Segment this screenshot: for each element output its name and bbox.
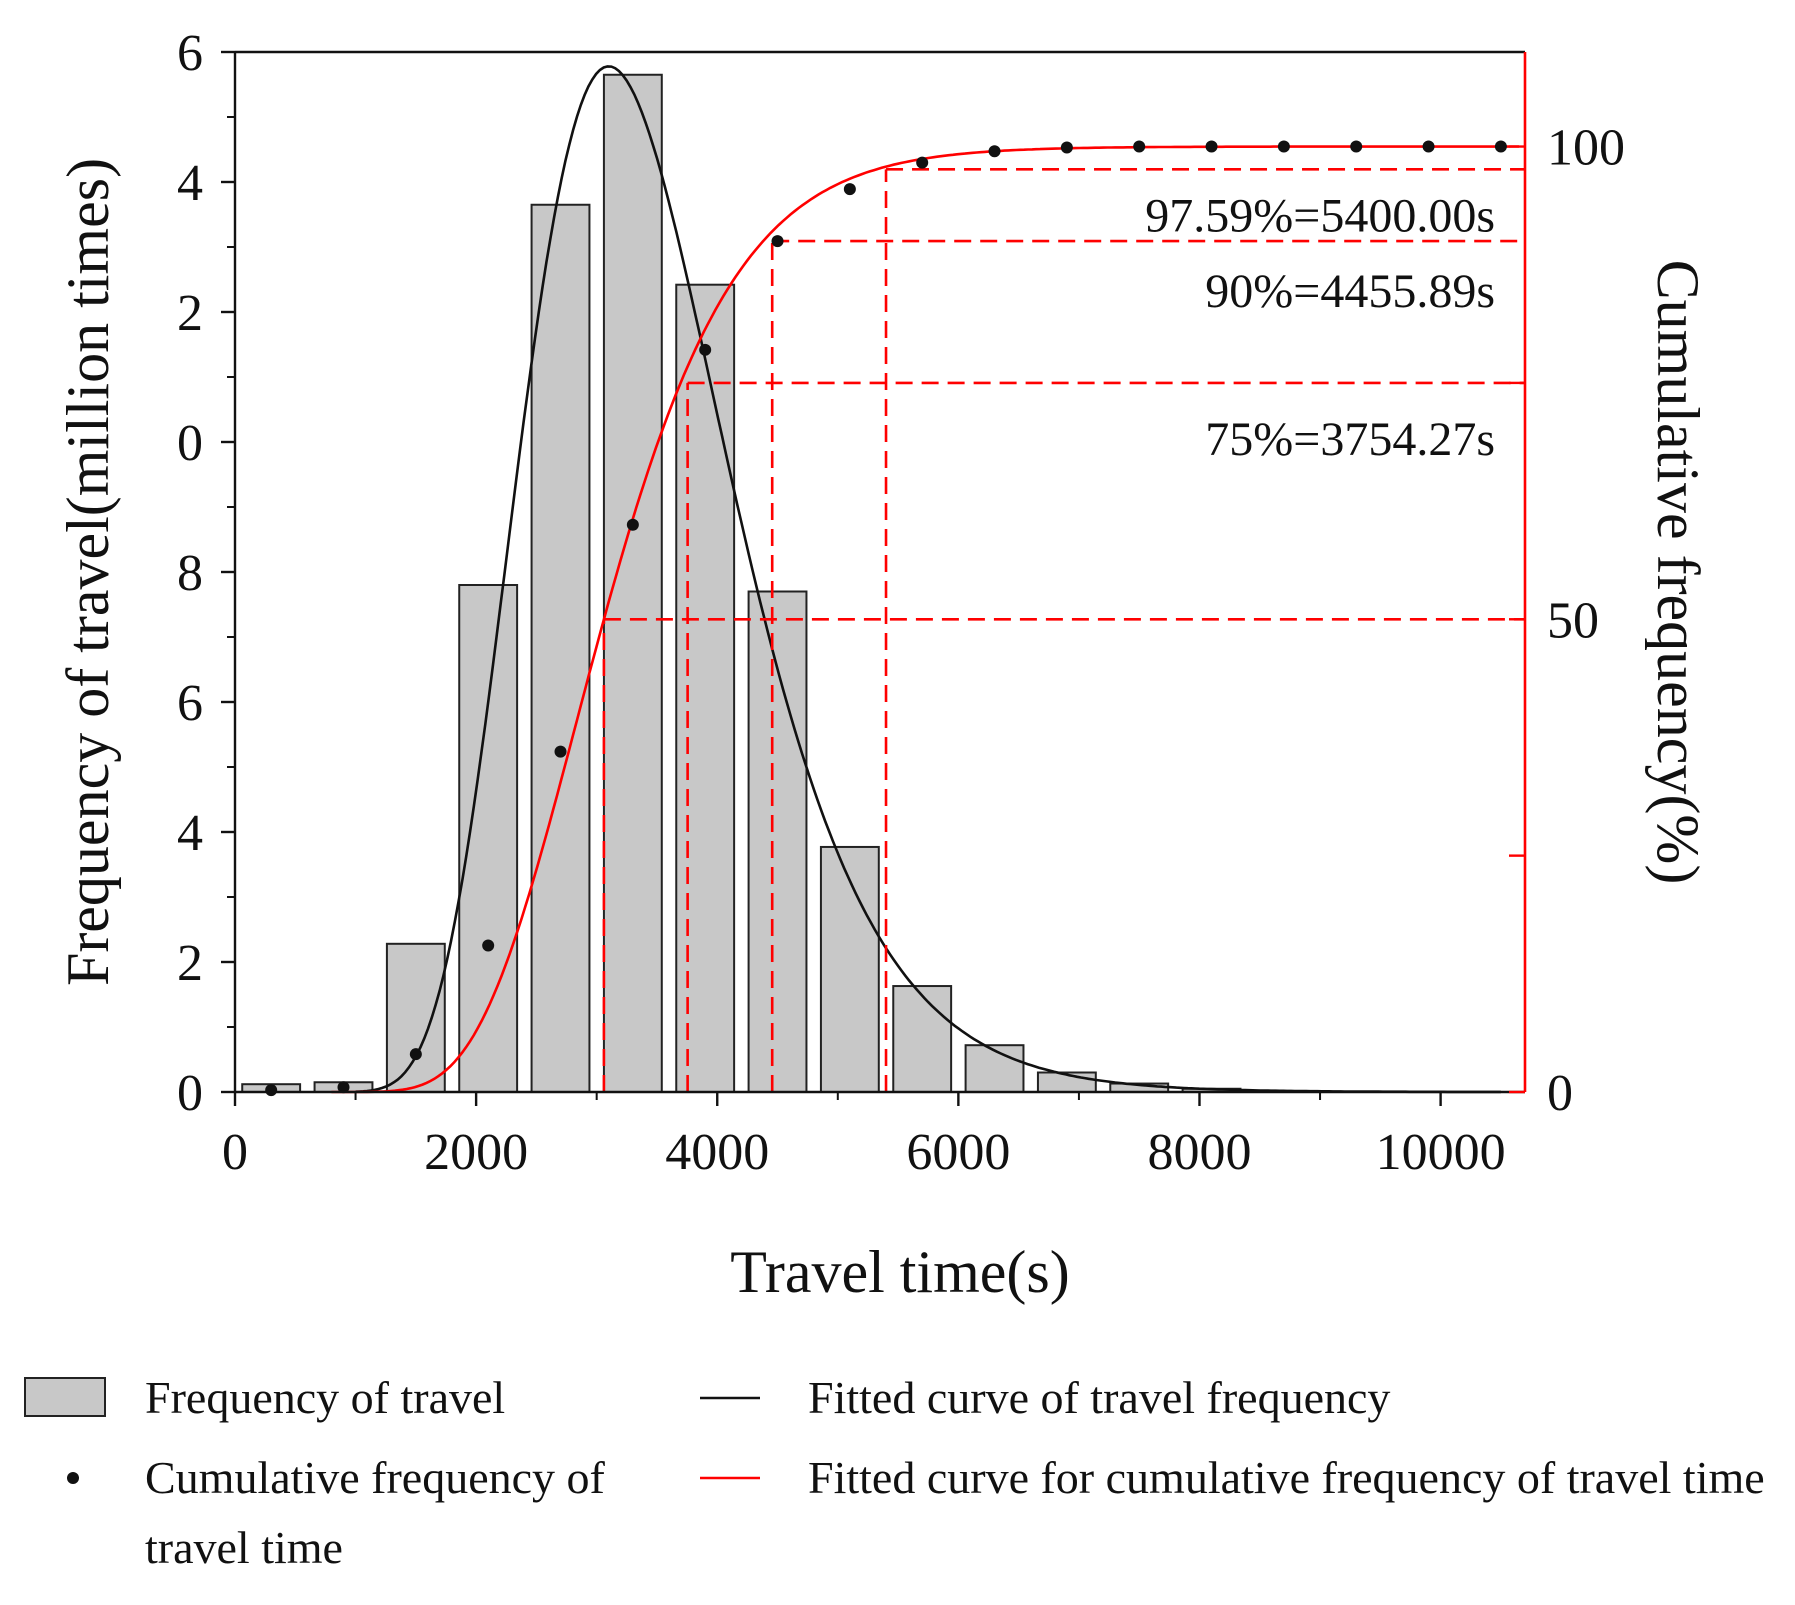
histogram-bar [385, 942, 446, 1093]
histogram-bar [602, 73, 663, 1093]
x-tick-label: 4000 [665, 1124, 769, 1181]
x-tick-label: 0 [222, 1124, 248, 1181]
y-left-tick-label: 6 [177, 675, 203, 732]
cumulative-point [1350, 140, 1363, 153]
cumulative-point [1133, 140, 1146, 153]
y-left-tick-label: 8 [177, 545, 203, 602]
cumulative-point [482, 939, 495, 952]
histogram-bar [819, 845, 880, 1094]
reference-annotation: 75%=3754.27s [1205, 413, 1495, 466]
reference-annotation: 97.59%=5400.00s [1145, 189, 1495, 242]
legend-label: Fitted curve of travel frequency [808, 1372, 1390, 1423]
y-right-tick-label: 100 [1547, 120, 1625, 177]
legend-label-line: Cumulative frequency of [145, 1452, 606, 1503]
y-left-tick-label: 4 [177, 155, 203, 212]
histogram-bar [747, 590, 808, 1093]
y-left-tick-label: 2 [177, 285, 203, 342]
cumulative-point [265, 1084, 278, 1097]
cumulative-point [554, 745, 567, 758]
reference-line-layer [602, 168, 1525, 1092]
legend-label: Fitted curve for cumulative frequency of… [808, 1452, 1765, 1503]
legend-label: Frequency of travel [145, 1372, 505, 1423]
legend: Frequency of travel Fitted curve of trave… [24, 1372, 1765, 1573]
reference-annotation: 90%=4455.89s [1205, 265, 1495, 318]
legend-label: Cumulative frequency of travel time [145, 1452, 606, 1573]
legend-label-line: travel time [145, 1522, 343, 1573]
y-left-tick-label: 4 [177, 805, 203, 862]
cumulative-point [409, 1048, 422, 1061]
cumulative-point [626, 518, 639, 531]
cumulative-point [771, 235, 784, 248]
cumulative-point [1060, 141, 1073, 154]
x-tick-label: 10000 [1376, 1124, 1506, 1181]
text-layer: 0 2000 4000 6000 8000 10000 0 2 4 6 8 0 2 4 6 0 50 100 Tra… [55, 25, 1711, 1305]
y-left-tick-label: 2 [177, 935, 203, 992]
bar-layer [241, 73, 1242, 1094]
y-right-tick-label: 0 [1547, 1065, 1573, 1122]
legend-bar-swatch [24, 1377, 106, 1417]
axes-layer [221, 50, 1527, 1106]
histogram-bar [964, 1044, 1025, 1093]
cumulative-point [1494, 140, 1507, 153]
cumulative-point [843, 183, 856, 196]
y-right-axis-title: Cumulative frequency(%) [1645, 260, 1711, 885]
y-right-tick-label: 50 [1547, 592, 1599, 649]
x-tick-label: 6000 [906, 1124, 1010, 1181]
cumulative-point [1277, 140, 1290, 153]
y-left-axis-title: Frequency of travel(million times) [55, 158, 121, 986]
cumulative-point [1205, 140, 1218, 153]
x-axis-title: Travel time(s) [730, 1239, 1069, 1305]
cumulative-point [916, 156, 929, 169]
x-tick-label: 8000 [1147, 1124, 1251, 1181]
y-left-tick-label: 0 [177, 415, 203, 472]
y-left-tick-label: 6 [177, 25, 203, 82]
cumulative-point [337, 1081, 350, 1094]
x-tick-label: 2000 [424, 1124, 528, 1181]
histogram-bar [530, 203, 591, 1093]
cumulative-point [988, 145, 1001, 158]
histogram-bar [892, 985, 953, 1093]
cumulative-point-layer [265, 140, 1507, 1097]
cumulative-point [699, 343, 712, 356]
cumulative-point [1422, 140, 1435, 153]
y-left-tick-label: 0 [177, 1065, 203, 1122]
histogram-bar [675, 283, 736, 1093]
legend-dot-swatch [67, 1472, 79, 1484]
